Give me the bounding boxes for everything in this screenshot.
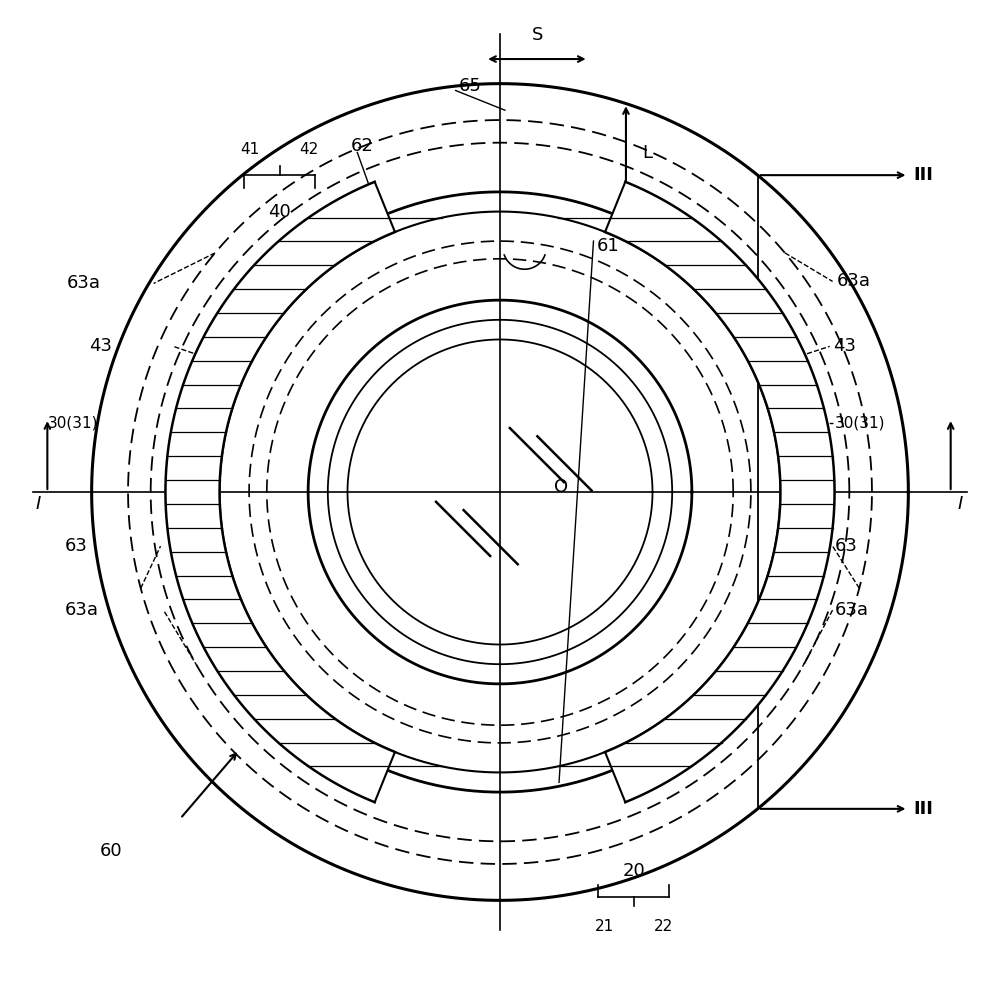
Text: 63a: 63a — [837, 273, 871, 290]
Text: O: O — [554, 478, 568, 496]
Text: 62: 62 — [350, 137, 373, 154]
Text: 60: 60 — [100, 842, 123, 860]
Text: III: III — [913, 166, 933, 184]
Text: 30(31): 30(31) — [835, 415, 885, 431]
Text: 30(31): 30(31) — [47, 415, 98, 431]
Text: 41: 41 — [240, 143, 260, 157]
Text: I: I — [35, 495, 40, 513]
Text: III: III — [913, 800, 933, 818]
Text: 42: 42 — [299, 143, 319, 157]
Text: 22: 22 — [654, 919, 673, 934]
Text: 63a: 63a — [65, 601, 99, 619]
Text: L: L — [643, 144, 653, 161]
Text: 63: 63 — [835, 537, 857, 555]
Text: 43: 43 — [89, 338, 112, 355]
Text: 43: 43 — [833, 338, 856, 355]
Text: 21: 21 — [595, 919, 614, 934]
Text: 63: 63 — [65, 537, 88, 555]
Text: 61: 61 — [596, 237, 619, 255]
Text: 63a: 63a — [835, 601, 869, 619]
Text: 65: 65 — [459, 77, 482, 94]
Text: S: S — [532, 27, 543, 44]
Polygon shape — [605, 182, 835, 802]
Polygon shape — [165, 182, 395, 802]
Text: 40: 40 — [268, 203, 291, 220]
Text: 63a: 63a — [67, 275, 101, 292]
Text: I: I — [958, 495, 963, 513]
Text: 20: 20 — [622, 862, 645, 880]
